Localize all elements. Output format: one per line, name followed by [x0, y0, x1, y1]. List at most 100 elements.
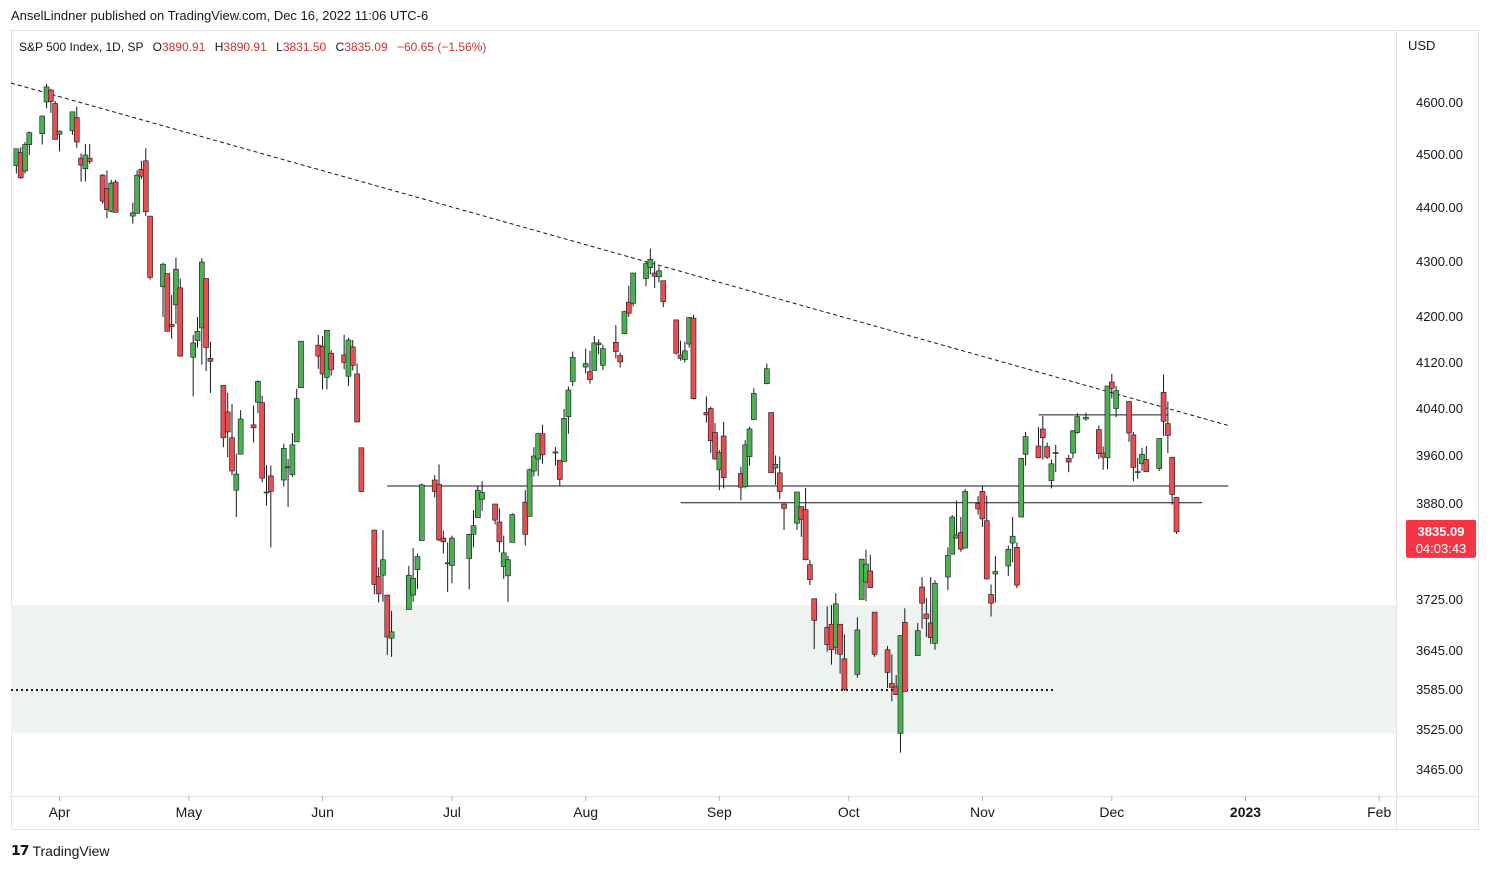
candle[interactable]	[932, 580, 938, 650]
candle[interactable]	[919, 577, 925, 629]
candle[interactable]	[781, 503, 787, 531]
candle[interactable]	[582, 348, 589, 374]
candle[interactable]	[539, 424, 546, 464]
candle[interactable]	[992, 556, 999, 603]
candle[interactable]	[569, 351, 576, 387]
candle[interactable]	[73, 106, 80, 148]
candle[interactable]	[556, 459, 563, 486]
candle[interactable]	[505, 556, 511, 602]
candle[interactable]	[561, 409, 567, 462]
candle[interactable]	[418, 483, 425, 541]
candle[interactable]	[1065, 454, 1072, 473]
candle[interactable]	[923, 598, 930, 637]
candle[interactable]	[742, 440, 749, 489]
candle[interactable]	[720, 421, 727, 489]
candle[interactable]	[600, 344, 606, 370]
candle[interactable]	[763, 363, 770, 385]
candle[interactable]	[768, 412, 774, 474]
candle[interactable]	[617, 352, 623, 368]
candle[interactable]	[263, 465, 270, 506]
candle[interactable]	[1109, 373, 1115, 399]
candle[interactable]	[772, 455, 779, 485]
candle[interactable]	[1139, 447, 1145, 471]
candle[interactable]	[682, 341, 688, 363]
candle[interactable]	[147, 215, 153, 280]
candle[interactable]	[901, 608, 908, 692]
candle[interactable]	[983, 495, 990, 580]
candle[interactable]	[1173, 497, 1180, 535]
candle[interactable]	[86, 144, 93, 165]
candle[interactable]	[164, 273, 171, 332]
candle[interactable]	[1083, 412, 1089, 421]
candle[interactable]	[1130, 431, 1137, 482]
candle[interactable]	[707, 406, 714, 454]
candle[interactable]	[807, 559, 813, 586]
candle[interactable]	[1156, 438, 1163, 471]
candle[interactable]	[746, 426, 753, 466]
candle[interactable]	[375, 567, 382, 603]
candle[interactable]	[1143, 446, 1150, 473]
candle[interactable]	[268, 465, 274, 548]
candle[interactable]	[1070, 430, 1076, 459]
candle[interactable]	[328, 350, 335, 376]
candle[interactable]	[436, 464, 442, 542]
candle[interactable]	[388, 610, 395, 657]
candle[interactable]	[289, 433, 296, 477]
candle[interactable]	[867, 554, 874, 588]
candle[interactable]	[1044, 442, 1050, 459]
candle[interactable]	[466, 533, 473, 590]
candle[interactable]	[1052, 444, 1059, 473]
candle[interactable]	[22, 142, 28, 174]
candle[interactable]	[979, 485, 986, 527]
candle[interactable]	[259, 395, 265, 483]
candle[interactable]	[1160, 374, 1167, 437]
candle[interactable]	[190, 334, 196, 397]
candle[interactable]	[914, 622, 921, 656]
candle[interactable]	[751, 388, 757, 420]
candle[interactable]	[643, 261, 649, 287]
candle[interactable]	[587, 350, 593, 384]
candle[interactable]	[1126, 401, 1132, 442]
candle[interactable]	[233, 453, 240, 518]
candle[interactable]	[177, 278, 184, 357]
candle[interactable]	[841, 634, 848, 691]
candle[interactable]	[962, 489, 968, 549]
candle[interactable]	[509, 513, 516, 543]
candle[interactable]	[173, 257, 179, 324]
candle[interactable]	[531, 447, 537, 477]
candle[interactable]	[1040, 416, 1046, 460]
candle[interactable]	[1104, 385, 1111, 470]
candle[interactable]	[552, 447, 559, 466]
candle[interactable]	[673, 319, 680, 355]
candle[interactable]	[625, 285, 632, 317]
candle[interactable]	[496, 508, 503, 553]
candle[interactable]	[371, 529, 378, 595]
candle[interactable]	[871, 611, 878, 657]
candle[interactable]	[349, 340, 356, 371]
candle[interactable]	[142, 148, 149, 217]
candle[interactable]	[82, 144, 89, 182]
candle[interactable]	[1113, 386, 1119, 418]
candle[interactable]	[660, 280, 667, 308]
candle[interactable]	[1165, 401, 1171, 454]
candle[interactable]	[134, 170, 140, 214]
candle[interactable]	[1009, 517, 1016, 563]
candle[interactable]	[237, 410, 244, 455]
candle[interactable]	[280, 443, 287, 487]
candle[interactable]	[595, 339, 602, 355]
candle[interactable]	[1022, 431, 1029, 466]
candle[interactable]	[203, 278, 209, 372]
candle[interactable]	[656, 266, 662, 283]
candle[interactable]	[298, 340, 304, 389]
candle[interactable]	[479, 481, 485, 511]
footer-brand[interactable]: 𝟭𝟳 TradingView	[11, 842, 110, 859]
candle[interactable]	[56, 130, 63, 152]
candle[interactable]	[1074, 413, 1081, 434]
candle[interactable]	[168, 295, 175, 339]
candle[interactable]	[802, 487, 809, 561]
candle[interactable]	[492, 503, 498, 525]
candle[interactable]	[1035, 427, 1042, 459]
candle[interactable]	[837, 623, 843, 674]
candle[interactable]	[470, 510, 477, 548]
candle[interactable]	[1096, 425, 1102, 459]
